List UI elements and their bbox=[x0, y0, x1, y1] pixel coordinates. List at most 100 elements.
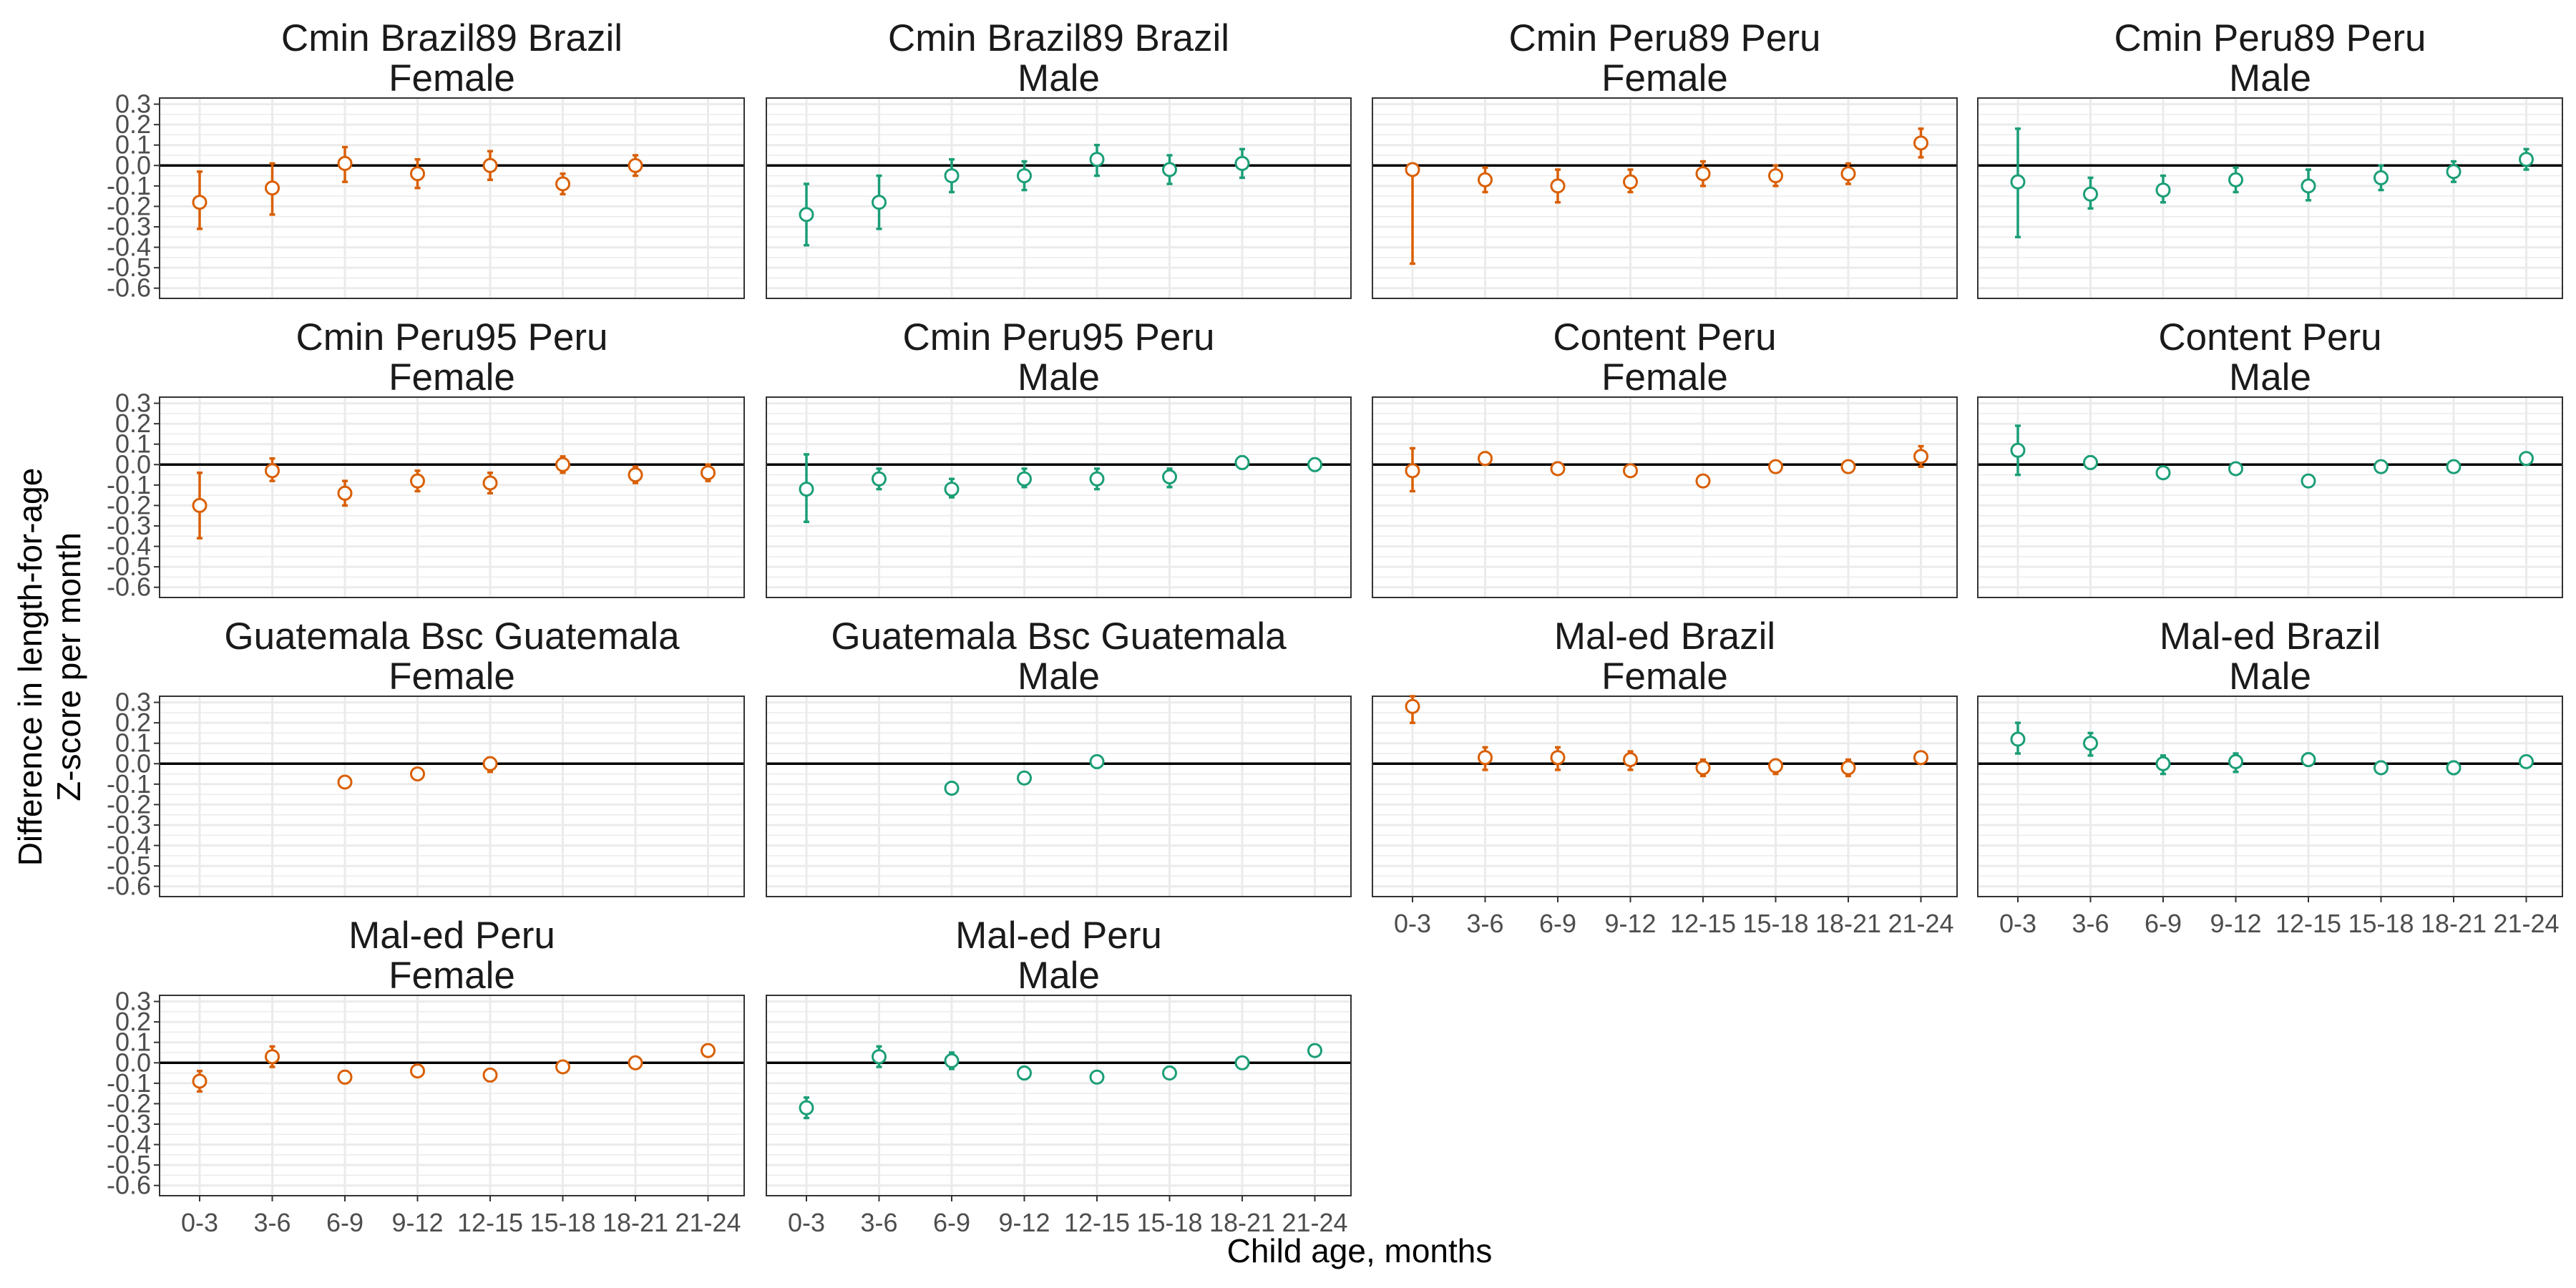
data-point-group bbox=[2519, 147, 2534, 171]
data-point-group bbox=[482, 756, 498, 774]
panel-background bbox=[1372, 397, 1957, 597]
data-point-group bbox=[628, 154, 643, 177]
data-point-group bbox=[872, 467, 887, 491]
x-tick-label: 3-6 bbox=[860, 1208, 897, 1237]
x-tick-label: 3-6 bbox=[253, 1208, 291, 1237]
data-point-group bbox=[2228, 752, 2243, 774]
data-point-group bbox=[1913, 127, 1928, 159]
data-point-group bbox=[1768, 164, 1783, 187]
data-point-group bbox=[337, 774, 353, 790]
data-point-group bbox=[701, 1043, 716, 1058]
data-point bbox=[2228, 172, 2243, 187]
y-tick-label: 0.3 bbox=[115, 688, 151, 717]
data-point-group bbox=[2228, 461, 2243, 477]
data-point-group bbox=[1913, 444, 1928, 468]
data-point-group bbox=[2010, 721, 2026, 755]
data-point-group bbox=[1017, 467, 1032, 489]
data-point-group bbox=[944, 1051, 960, 1070]
data-point bbox=[2083, 454, 2098, 470]
data-point-group bbox=[1307, 457, 1322, 472]
data-point bbox=[1162, 469, 1177, 484]
data-point-group bbox=[1089, 753, 1105, 769]
x-tick-label: 6-9 bbox=[326, 1208, 364, 1237]
data-point bbox=[1307, 457, 1322, 472]
data-point bbox=[2446, 459, 2462, 474]
data-point-group bbox=[2228, 166, 2243, 194]
y-tick-label: -0.5 bbox=[107, 253, 151, 282]
data-point bbox=[944, 1053, 960, 1068]
data-point bbox=[701, 465, 716, 481]
data-point bbox=[192, 195, 208, 210]
data-point-group bbox=[2446, 459, 2462, 474]
data-point-group bbox=[2519, 451, 2534, 467]
panel-title: Content Peru bbox=[2158, 316, 2381, 358]
data-point bbox=[1840, 459, 1856, 474]
y-tick-label: -0.4 bbox=[107, 1130, 151, 1159]
data-point-group bbox=[2083, 454, 2098, 470]
panel-5: Cmin Peru95 PeruFemale0.30.20.10.0-0.1-0… bbox=[107, 316, 745, 602]
panel-subtitle: Female bbox=[389, 57, 515, 99]
panel-border bbox=[766, 97, 1352, 299]
y-tick-label: -0.1 bbox=[107, 1068, 151, 1098]
data-point-group bbox=[337, 1069, 353, 1085]
x-tick-label: 0-3 bbox=[1394, 909, 1431, 938]
data-point-group bbox=[2301, 473, 2316, 489]
panel-subtitle: Female bbox=[1601, 356, 1728, 399]
data-point bbox=[701, 1043, 716, 1058]
panel-background bbox=[766, 995, 1351, 1196]
data-point bbox=[944, 482, 960, 497]
x-tick-label: 9-12 bbox=[391, 1208, 443, 1237]
panel-border bbox=[159, 97, 745, 299]
data-point-group bbox=[1768, 758, 1783, 776]
data-point-group bbox=[1550, 168, 1566, 204]
y-tick-label: -0.1 bbox=[107, 470, 151, 499]
y-tick-label: -0.3 bbox=[107, 212, 151, 241]
data-point-group bbox=[1089, 467, 1105, 491]
data-point bbox=[337, 1069, 353, 1085]
data-point bbox=[1550, 178, 1566, 194]
data-point bbox=[628, 157, 643, 173]
data-point bbox=[1307, 1043, 1322, 1058]
y-tick-label: 0.0 bbox=[115, 1048, 151, 1077]
data-point-group bbox=[799, 453, 814, 524]
data-point-group bbox=[701, 463, 716, 482]
data-point bbox=[2155, 756, 2171, 771]
data-point bbox=[2519, 152, 2534, 167]
x-tick-label: 18-21 bbox=[2421, 909, 2487, 938]
panel-title: Cmin Peru95 Peru bbox=[296, 316, 608, 358]
panel-title: Cmin Peru95 Peru bbox=[903, 316, 1215, 358]
data-point-group bbox=[2301, 752, 2316, 768]
panel-subtitle: Female bbox=[389, 356, 515, 399]
data-point-group bbox=[1550, 746, 1566, 771]
data-point-group bbox=[2010, 424, 2026, 477]
panel-border bbox=[766, 995, 1352, 1196]
x-tick-label: 6-9 bbox=[933, 1208, 970, 1237]
data-point bbox=[1017, 471, 1032, 487]
x-tick-label: 12-15 bbox=[1670, 909, 1736, 938]
data-point-group bbox=[1405, 162, 1420, 265]
y-tick-label: -0.2 bbox=[107, 191, 151, 220]
data-point bbox=[482, 157, 498, 173]
data-point bbox=[555, 1059, 570, 1075]
data-point bbox=[1234, 454, 1250, 470]
data-point bbox=[628, 1055, 643, 1070]
panel-title: Content Peru bbox=[1553, 316, 1776, 358]
data-point bbox=[192, 497, 208, 513]
data-point-group bbox=[265, 162, 280, 216]
data-point-group bbox=[1550, 461, 1566, 477]
data-point-group bbox=[1234, 454, 1250, 470]
x-tick-label: 21-24 bbox=[2493, 909, 2559, 938]
data-point bbox=[2083, 186, 2098, 202]
data-point-group bbox=[944, 781, 960, 796]
x-tick-label: 21-24 bbox=[1282, 1208, 1347, 1237]
data-point bbox=[337, 485, 353, 501]
y-tick-label: -0.6 bbox=[107, 273, 151, 303]
data-point bbox=[944, 168, 960, 184]
panel-subtitle: Male bbox=[2229, 655, 2311, 698]
data-point bbox=[1017, 168, 1032, 184]
